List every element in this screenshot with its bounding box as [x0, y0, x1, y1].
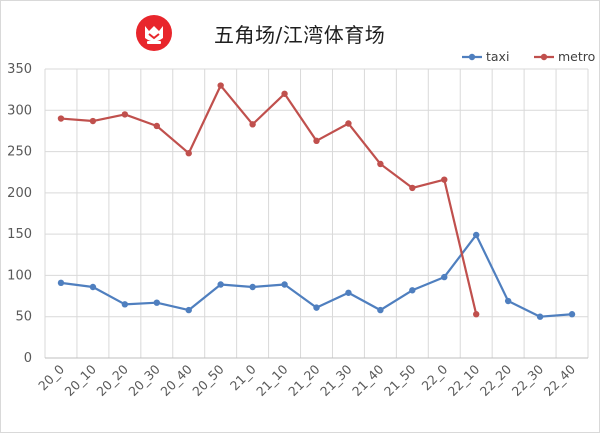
y-tick-label: 300 — [7, 103, 32, 118]
y-tick-label: 150 — [7, 227, 32, 242]
legend-label-metro: metro — [558, 49, 595, 64]
data-point-taxi — [568, 311, 576, 318]
data-point-taxi — [504, 297, 512, 305]
y-tick-label: 350 — [7, 62, 32, 77]
chart-title: 五角场/江湾体育场 — [214, 23, 386, 47]
x-tick-label: 20_50 — [189, 361, 227, 399]
data-point-metro — [57, 115, 65, 122]
y-tick-label: 100 — [7, 268, 32, 283]
y-tick-label: 0 — [24, 351, 32, 366]
x-tick-label: 21_40 — [349, 361, 387, 399]
data-point-metro — [441, 176, 448, 183]
data-point-taxi — [441, 273, 448, 281]
x-tick-label: 20_40 — [157, 361, 195, 399]
x-tick-label: 22_40 — [541, 361, 579, 399]
data-point-metro — [313, 137, 320, 145]
data-point-taxi — [409, 287, 416, 294]
y-tick-label: 250 — [7, 145, 32, 160]
data-point-taxi — [345, 289, 352, 296]
y-tick-label: 50 — [15, 310, 32, 325]
legend-marker-taxi — [468, 53, 476, 61]
mascot-logo-icon — [135, 14, 173, 52]
series-line-metro — [60, 84, 478, 315]
data-point-metro — [249, 121, 256, 128]
x-tick-label: 22_30 — [509, 361, 547, 399]
x-tick-label: 21_20 — [285, 361, 323, 399]
x-tick-label: 22_20 — [477, 361, 515, 399]
data-point-taxi — [473, 231, 480, 239]
data-point-metro — [345, 120, 352, 127]
y-tick-label: 200 — [7, 186, 32, 201]
legend-label-taxi: taxi — [486, 49, 509, 64]
x-tick-label: 22_10 — [445, 361, 483, 399]
data-point-taxi — [121, 301, 129, 308]
data-point-metro — [409, 184, 416, 192]
data-point-metro — [217, 82, 224, 89]
data-point-taxi — [249, 283, 256, 291]
x-tick-label: 20_30 — [125, 361, 163, 399]
data-point-metro — [377, 160, 384, 168]
x-tick-label: 20_10 — [62, 361, 100, 399]
x-tick-label: 21_30 — [317, 361, 355, 399]
data-point-taxi — [89, 283, 97, 291]
data-point-metro — [121, 111, 129, 118]
data-point-metro — [185, 150, 192, 157]
data-point-metro — [473, 311, 480, 318]
data-point-taxi — [536, 313, 544, 320]
x-tick-label: 20_20 — [93, 361, 131, 399]
data-point-taxi — [217, 281, 224, 288]
data-point-taxi — [377, 306, 384, 314]
data-point-taxi — [57, 279, 65, 287]
data-point-taxi — [153, 299, 160, 306]
data-point-metro — [89, 117, 97, 125]
series-lines — [57, 82, 576, 320]
x-tick-label: 21_10 — [253, 361, 291, 399]
legend-marker-metro — [540, 53, 548, 61]
data-point-metro — [153, 122, 160, 130]
x-tick-label: 21_50 — [381, 361, 419, 399]
data-point-taxi — [313, 304, 320, 311]
data-point-taxi — [281, 281, 288, 288]
data-point-taxi — [185, 306, 192, 314]
legend: taxi metro — [462, 49, 595, 64]
data-point-metro — [281, 90, 288, 97]
